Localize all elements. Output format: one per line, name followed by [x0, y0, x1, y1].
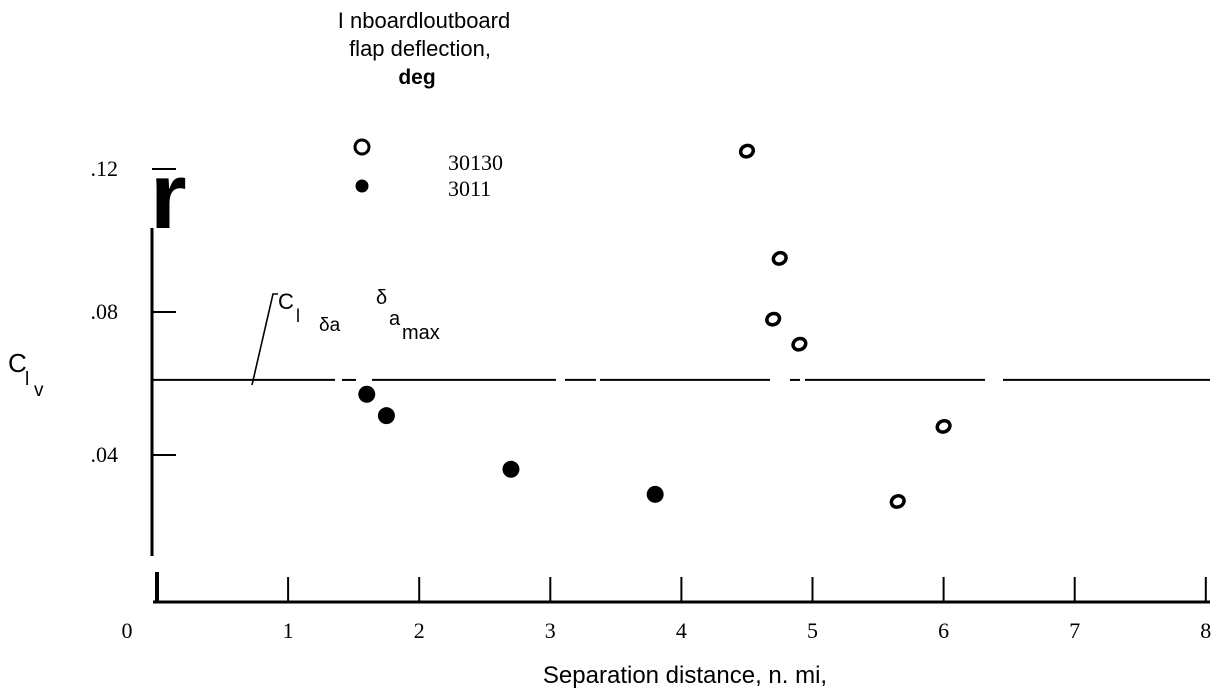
y-tick-label: .08: [91, 299, 119, 324]
reference-line-label: C l δa δ a max: [278, 287, 440, 344]
ref-label-super: δ: [376, 287, 387, 309]
legend-marker-filled-circle: [355, 179, 369, 193]
x-tick-label: 8: [1200, 618, 1211, 643]
reference-label-leader: [251, 293, 278, 386]
y-tick-label: .04: [91, 442, 119, 467]
data-point-filled: [358, 385, 376, 403]
legend-entry-open: 30130: [448, 150, 503, 175]
data-points: [358, 143, 952, 509]
data-point-open: [791, 336, 808, 352]
x-axis-title: Separation distance, n. mi,: [543, 662, 827, 689]
legend-title-line-3: deg: [398, 66, 435, 89]
x-tick-label: 3: [545, 618, 556, 643]
x-tick-label: 6: [938, 618, 949, 643]
data-point-filled: [377, 407, 395, 425]
legend-entry-filled: 3011: [448, 176, 491, 201]
ref-label-max: max: [402, 322, 440, 344]
axes: 0 1 2 3 4 5 6 7 8 .04 .08 .12: [91, 156, 1212, 643]
data-point-open: [889, 494, 906, 509]
legend-title-line-1: I nboardloutboard: [338, 8, 510, 33]
y-axis-title-main: C: [8, 348, 27, 378]
x-tick-label: 4: [676, 618, 687, 643]
x-tick-label: 2: [414, 618, 425, 643]
x-tick-label: 5: [807, 618, 818, 643]
data-point-open: [738, 143, 756, 159]
data-point-open: [935, 418, 952, 434]
ref-label-sub: l: [296, 306, 300, 326]
y-axis-title-sub: l: [25, 369, 29, 390]
y-axis-title-subsub: v: [34, 380, 44, 401]
data-point-filled: [646, 485, 664, 503]
data-point-open: [765, 311, 782, 327]
legend-title-line-2: flap deflection,: [349, 36, 491, 61]
y-axis-title: C l v: [8, 348, 44, 401]
reference-line-group: [153, 293, 1210, 386]
ref-label-super-sub: a: [389, 308, 401, 330]
data-point-filled: [502, 460, 520, 478]
ref-label-subsub: δa: [319, 315, 341, 336]
legend: I nboardloutboard flap deflection, deg 3…: [338, 8, 510, 201]
stray-mark: r: [150, 143, 187, 248]
ref-label-main: C: [278, 289, 294, 314]
x-tick-label: 1: [283, 618, 294, 643]
y-tick-label: .12: [91, 156, 119, 181]
legend-marker-open-circle: [353, 138, 371, 156]
x-tick-label: 7: [1069, 618, 1080, 643]
data-point-open: [771, 250, 788, 266]
x-tick-label: 0: [122, 618, 133, 643]
